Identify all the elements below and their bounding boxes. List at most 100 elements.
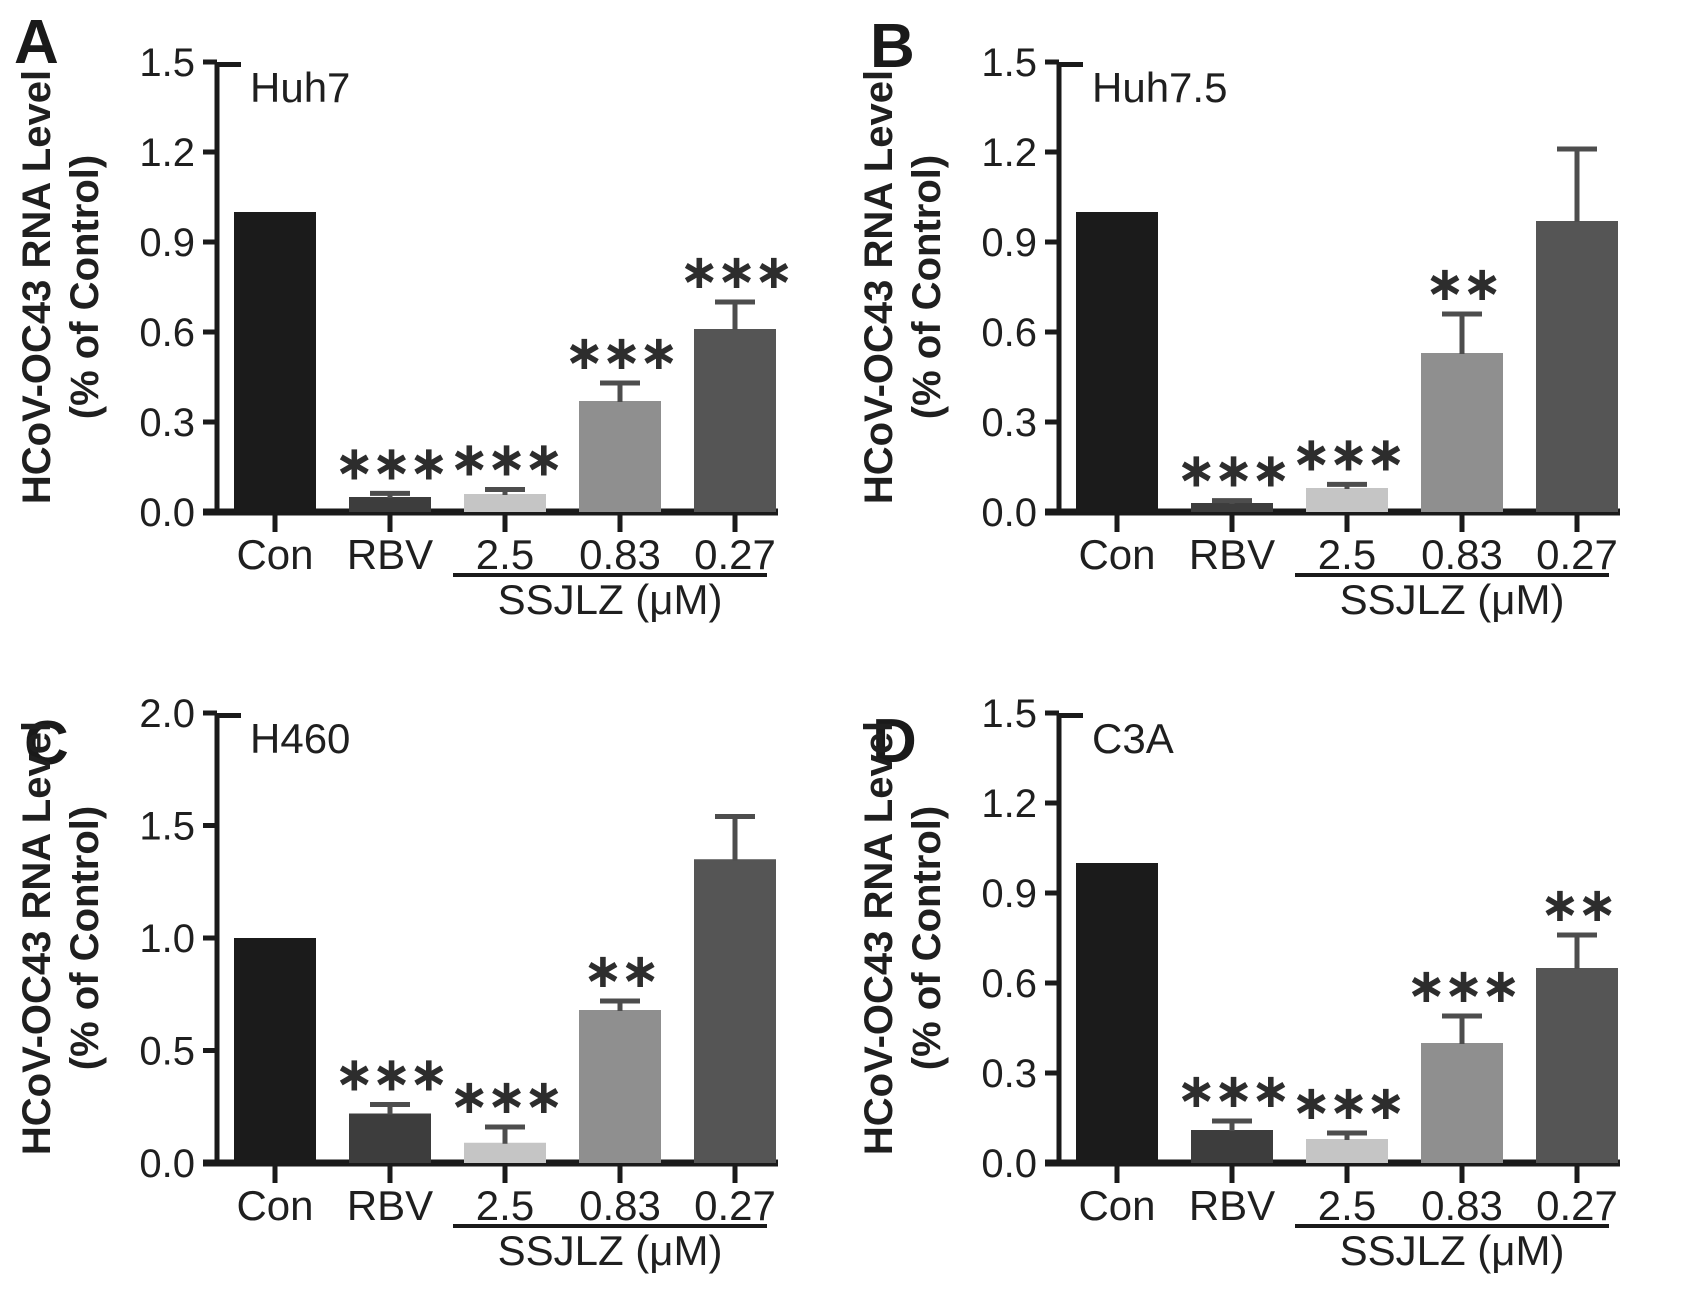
bar-Con (234, 938, 316, 1163)
bar-0.27 (694, 859, 776, 1163)
panel-title: H460 (250, 715, 350, 762)
panel-letter-a: A (14, 8, 59, 77)
bar-RBV (1191, 503, 1273, 512)
significance-stars: ∗∗∗ (449, 1071, 561, 1124)
y-tick-label: 0.9 (139, 221, 195, 265)
panel-c: C 0.0 0.5 1.0 1.5 2.0 Con RBV ∗∗∗ 2.5 ∗∗∗ 0.83 ∗∗ 0.… (0, 651, 841, 1302)
x-category-label: 2.5 (1318, 531, 1376, 578)
y-tick-label: 0.0 (139, 1142, 195, 1186)
y-axis-label-line1: HCoV-OC43 RNA Level (857, 721, 901, 1155)
y-tick-label: 2.0 (139, 692, 195, 736)
x-category-label: Con (1078, 531, 1155, 578)
y-tick-label: 0.9 (981, 221, 1037, 265)
y-tick-label: 1.5 (139, 805, 195, 849)
panel-title: Huh7 (250, 64, 350, 111)
group-label: SSJLZ (μM) (498, 1227, 723, 1274)
y-tick-label: 0.5 (139, 1030, 195, 1074)
bar-Con (1076, 212, 1158, 512)
significance-stars: ∗∗∗ (449, 434, 561, 487)
group-label: SSJLZ (μM) (1340, 1227, 1565, 1274)
significance-stars: ∗∗ (1425, 258, 1499, 311)
bar-0.83 (1421, 353, 1503, 512)
panel-title: Huh7.5 (1092, 64, 1227, 111)
y-tick-label: 0.0 (139, 491, 195, 535)
panel-c-chart: 0.0 0.5 1.0 1.5 2.0 Con RBV ∗∗∗ 2.5 ∗∗∗ 0.83 ∗∗ 0.27… (15, 692, 778, 1274)
bar-RBV (349, 497, 431, 512)
y-tick-label: 0.6 (981, 962, 1037, 1006)
y-tick-label: 0.0 (981, 1142, 1037, 1186)
x-category-label: RBV (347, 1182, 433, 1229)
x-category-label: 2.5 (476, 531, 534, 578)
bar-RBV (1191, 1130, 1273, 1163)
panel-letter-b: B (870, 12, 915, 81)
panel-title: C3A (1092, 715, 1174, 762)
y-axis-label-line2: (% of Control) (905, 806, 949, 1070)
group-label: SSJLZ (μM) (498, 576, 723, 623)
y-axis-label-line1: HCoV-OC43 RNA Level (15, 70, 59, 504)
panel-b: B 0.0 0.3 0.6 0.9 1.2 1.5 Con RBV ∗∗∗ 2.5 ∗∗∗ 0.83 ∗… (842, 0, 1683, 651)
y-tick-label: 0.3 (981, 1052, 1037, 1096)
y-axis-label-line2: (% of Control) (905, 155, 949, 419)
bar-0.27 (1536, 968, 1618, 1163)
x-category-label: RBV (1189, 1182, 1275, 1229)
panel-a-chart: 0.0 0.3 0.6 0.9 1.2 1.5 Con RBV ∗∗∗ 2.5 ∗∗∗ 0.83 ∗∗∗… (15, 41, 794, 623)
panel-d: D 0.0 0.3 0.6 0.9 1.2 1.5 Con RBV ∗∗∗ 2.5 ∗∗∗ 0.83 ∗… (842, 651, 1683, 1302)
significance-stars: ∗∗ (583, 945, 657, 998)
x-category-label: 0.27 (694, 1182, 776, 1229)
x-category-label: 0.83 (579, 531, 661, 578)
y-axis-label-line2: (% of Control) (63, 155, 107, 419)
y-tick-label: 1.0 (139, 917, 195, 961)
significance-stars: ∗∗∗ (334, 1049, 446, 1102)
x-category-label: RBV (347, 531, 433, 578)
x-category-label: 0.83 (1421, 1182, 1503, 1229)
bar-0.83 (579, 401, 661, 512)
bar-0.27 (694, 329, 776, 512)
bar-0.27 (1536, 221, 1618, 512)
x-category-label: Con (236, 531, 313, 578)
panel-a: A 0.0 0.3 0.6 0.9 1.2 1.5 Con RBV ∗∗∗ 2.5 ∗∗∗ 0.83 ∗… (0, 0, 841, 651)
significance-stars: ∗∗∗ (1406, 960, 1518, 1013)
y-axis-label-line1: HCoV-OC43 RNA Level (15, 721, 59, 1155)
y-axis-label-line1: HCoV-OC43 RNA Level (857, 70, 901, 504)
x-category-label: 0.27 (694, 531, 776, 578)
x-category-label: 0.83 (1421, 531, 1503, 578)
significance-stars: ∗∗∗ (1291, 1077, 1403, 1130)
x-category-label: 2.5 (1318, 1182, 1376, 1229)
x-category-label: RBV (1189, 531, 1275, 578)
bar-2.5 (1306, 488, 1388, 512)
bar-Con (1076, 863, 1158, 1163)
panel-b-chart: 0.0 0.3 0.6 0.9 1.2 1.5 Con RBV ∗∗∗ 2.5 ∗∗∗ 0.83 ∗∗ 0… (857, 41, 1620, 623)
significance-stars: ∗∗ (1540, 879, 1614, 932)
significance-stars: ∗∗∗ (1291, 428, 1403, 481)
y-tick-label: 1.2 (139, 131, 195, 175)
y-tick-label: 0.3 (981, 401, 1037, 445)
significance-stars: ∗∗∗ (334, 437, 446, 490)
bar-2.5 (464, 494, 546, 512)
x-category-label: 0.27 (1536, 531, 1618, 578)
y-tick-label: 0.6 (981, 311, 1037, 355)
y-axis-label-line2: (% of Control) (63, 806, 107, 1070)
significance-stars: ∗∗∗ (679, 246, 791, 299)
x-category-label: Con (236, 1182, 313, 1229)
y-tick-label: 1.5 (139, 41, 195, 85)
panel-letter-c: C (24, 709, 69, 778)
x-category-label: 0.83 (579, 1182, 661, 1229)
group-label: SSJLZ (μM) (1340, 576, 1565, 623)
significance-stars: ∗∗∗ (564, 327, 676, 380)
x-category-label: 0.27 (1536, 1182, 1618, 1229)
bar-2.5 (1306, 1139, 1388, 1163)
y-tick-label: 1.5 (981, 41, 1037, 85)
bar-2.5 (464, 1142, 546, 1163)
y-tick-label: 0.3 (139, 401, 195, 445)
y-tick-label: 0.0 (981, 491, 1037, 535)
y-tick-label: 1.5 (981, 692, 1037, 736)
x-category-label: 2.5 (476, 1182, 534, 1229)
y-tick-label: 0.9 (981, 872, 1037, 916)
significance-stars: ∗∗∗ (1176, 1065, 1288, 1118)
significance-stars: ∗∗∗ (1176, 445, 1288, 498)
y-tick-label: 0.6 (139, 311, 195, 355)
bar-0.83 (579, 1010, 661, 1163)
y-tick-label: 1.2 (981, 782, 1037, 826)
y-tick-label: 1.2 (981, 131, 1037, 175)
